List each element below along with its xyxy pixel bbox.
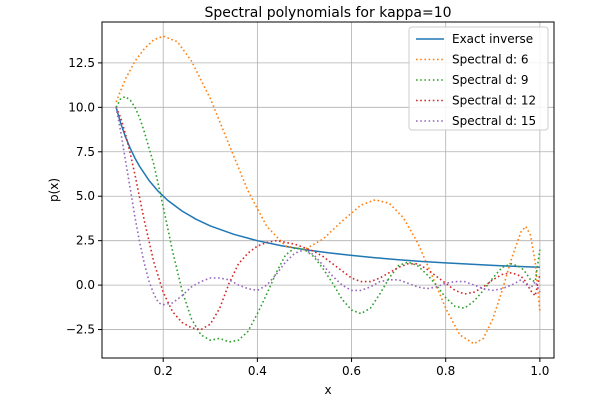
y-tick-label: 0.0 (76, 278, 95, 292)
y-tick-label: −2.5 (66, 323, 95, 337)
tick-layer: 0.2 0.4 0.6 0.8 1.0 −2.5 0.0 2.5 5.0 7.5 10.0 12.5 (66, 56, 550, 378)
legend: Exact inverse Spectral d: 6 Spectral d: 9 S… (408, 26, 549, 131)
y-tick-label: 2.5 (76, 234, 95, 248)
series-line-5 (115, 107, 541, 306)
y-tick-label: 7.5 (76, 145, 95, 159)
y-tick-label: 10.0 (68, 100, 95, 114)
y-tick-label: 12.5 (68, 56, 95, 70)
y-axis-label: p(x) (47, 178, 61, 202)
x-tick-label: 1.0 (530, 364, 549, 378)
x-tick-label: 0.8 (436, 364, 455, 378)
series-line-3 (115, 95, 541, 343)
series-line-1 (115, 107, 540, 269)
legend-label: Spectral d: 9 (452, 73, 528, 87)
x-tick-label: 0.4 (248, 364, 267, 378)
grid-layer (102, 22, 554, 358)
legend-box (408, 26, 549, 131)
chart-title: Spectral polynomials for kappa=10 (204, 5, 451, 21)
legend-label: Spectral d: 6 (452, 53, 528, 67)
legend-label: Exact inverse (452, 32, 533, 46)
legend-label: Spectral d: 12 (452, 94, 536, 108)
y-tick-label: 5.0 (76, 189, 95, 203)
legend-entries: Exact inverse Spectral d: 6 Spectral d: 9 S… (416, 32, 536, 128)
series-layer (115, 35, 541, 345)
series-line-4 (115, 106, 541, 331)
x-tick-label: 0.2 (154, 364, 173, 378)
x-axis-label: x (324, 383, 331, 397)
plot-frame (101, 21, 555, 359)
legend-label: Spectral d: 15 (452, 114, 536, 128)
x-tick-label: 0.6 (342, 364, 361, 378)
